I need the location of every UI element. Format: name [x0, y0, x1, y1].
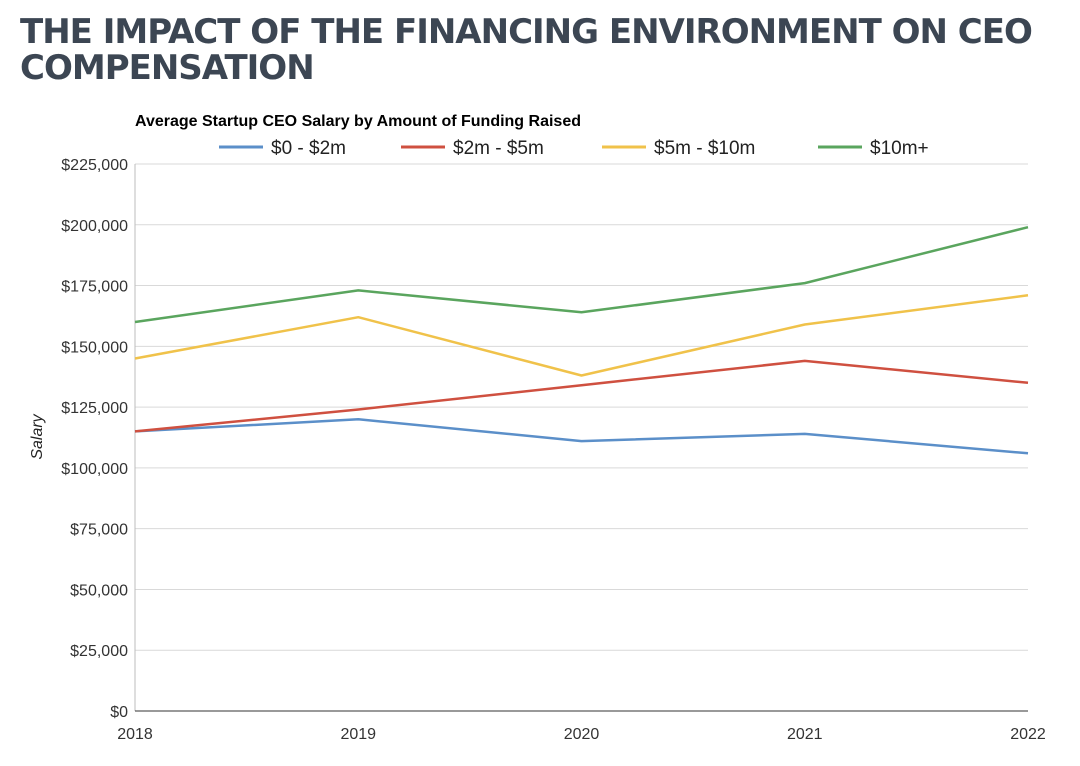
series-lines — [134, 225, 1029, 455]
y-tick-label: $25,000 — [70, 643, 128, 660]
series-line-0 — [134, 418, 1029, 455]
y-tick-label: $225,000 — [61, 157, 128, 174]
y-tick-label: $200,000 — [61, 218, 128, 235]
chart-legend: $0 - $2m $2m - $5m $5m - $10m $10m+ — [219, 138, 929, 159]
legend-label: $0 - $2m — [271, 138, 346, 159]
series-line-2 — [134, 294, 1029, 377]
y-tick-label: $75,000 — [70, 522, 128, 539]
x-tick-label: 2022 — [1010, 726, 1046, 743]
series-line-3 — [134, 225, 1029, 324]
y-tick-label: $175,000 — [61, 279, 128, 296]
page-title: THE IMPACT OF THE FINANCING ENVIRONMENT … — [20, 12, 1033, 88]
y-axis-ticks: $0 $25,000 $50,000 $75,000 $100,000 $125,000 $… — [61, 157, 128, 721]
x-tick-label: 2020 — [564, 726, 600, 743]
legend-label: $10m+ — [870, 138, 929, 159]
y-axis-label: Salary — [29, 413, 46, 459]
x-tick-label: 2021 — [787, 726, 823, 743]
y-tick-label: $125,000 — [61, 400, 128, 417]
x-tick-label: 2019 — [340, 726, 376, 743]
y-tick-label: $0 — [110, 704, 128, 721]
gridlines — [134, 163, 1028, 712]
legend-label: $5m - $10m — [654, 138, 755, 159]
y-tick-label: $100,000 — [61, 461, 128, 478]
x-axis-ticks: 2018 2019 2020 2021 2022 — [117, 726, 1046, 743]
y-tick-label: $150,000 — [61, 339, 128, 356]
chart-title: Average Startup CEO Salary by Amount of … — [135, 113, 581, 130]
x-tick-label: 2018 — [117, 726, 153, 743]
y-tick-label: $50,000 — [70, 582, 128, 599]
series-line-1 — [134, 359, 1029, 433]
legend-label: $2m - $5m — [453, 138, 544, 159]
